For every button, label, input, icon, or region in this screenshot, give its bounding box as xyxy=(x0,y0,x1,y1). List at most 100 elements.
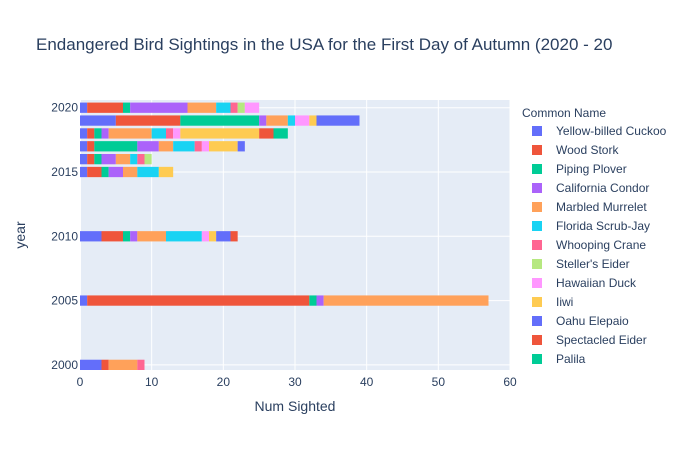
bar-segment[interactable] xyxy=(101,166,109,178)
bar-segment[interactable] xyxy=(137,154,145,165)
bar-segment[interactable] xyxy=(137,141,159,152)
bar-segment[interactable] xyxy=(201,141,209,152)
bar-segment[interactable] xyxy=(137,231,166,242)
bar-segment[interactable] xyxy=(87,295,310,306)
bar-segment[interactable] xyxy=(87,128,95,139)
bar-segment[interactable] xyxy=(187,102,217,113)
legend-label[interactable]: Iiwi xyxy=(556,295,573,309)
bar-segment[interactable] xyxy=(216,102,231,113)
bar-segment[interactable] xyxy=(101,359,109,370)
bar-segment[interactable] xyxy=(209,141,238,152)
bar-segment[interactable] xyxy=(87,141,95,152)
legend-swatch[interactable] xyxy=(532,221,542,231)
legend: Common Name Yellow-billed Cuckoo Wood Sto… xyxy=(522,106,667,366)
bar-segment[interactable] xyxy=(130,154,138,165)
legend-label[interactable]: Piping Plover xyxy=(556,162,627,176)
bar-segment[interactable] xyxy=(180,128,260,139)
legend-swatch[interactable] xyxy=(532,297,542,307)
bar-segment[interactable] xyxy=(80,128,88,139)
legend-label[interactable]: California Condor xyxy=(556,181,649,195)
legend-swatch[interactable] xyxy=(532,335,542,345)
bar-segment[interactable] xyxy=(309,295,317,306)
bar-segment[interactable] xyxy=(166,231,202,242)
bar-segment[interactable] xyxy=(101,128,109,139)
bar-segment[interactable] xyxy=(230,102,238,113)
legend-swatch[interactable] xyxy=(532,164,542,174)
bar-segment[interactable] xyxy=(94,154,102,165)
bar-segment[interactable] xyxy=(316,295,324,306)
bar-segment[interactable] xyxy=(130,102,188,113)
bar-segment[interactable] xyxy=(287,115,295,126)
bar-segment[interactable] xyxy=(115,115,181,126)
bar-segment[interactable] xyxy=(259,128,274,139)
bar-segment[interactable] xyxy=(173,141,195,152)
bar-segment[interactable] xyxy=(237,141,245,152)
bar-segment[interactable] xyxy=(137,359,145,370)
legend-label[interactable]: Oahu Elepaio xyxy=(556,314,629,328)
bar-segment[interactable] xyxy=(244,102,260,113)
bar-segment[interactable] xyxy=(87,154,95,165)
bar-segment[interactable] xyxy=(123,231,131,242)
legend-label[interactable]: Wood Stork xyxy=(556,143,619,157)
bar-segment[interactable] xyxy=(173,128,181,139)
bar-segment[interactable] xyxy=(266,115,288,126)
bar-segment[interactable] xyxy=(80,154,88,165)
legend-swatch[interactable] xyxy=(532,259,542,269)
legend-swatch[interactable] xyxy=(532,354,542,364)
bar-segment[interactable] xyxy=(166,128,174,139)
bar-segment[interactable] xyxy=(108,359,138,370)
bar-segment[interactable] xyxy=(80,102,88,113)
bar-segment[interactable] xyxy=(123,166,138,178)
bar-segment[interactable] xyxy=(158,141,174,152)
bar-segment[interactable] xyxy=(323,295,489,306)
legend-swatch[interactable] xyxy=(532,278,542,288)
legend-label[interactable]: Yellow-billed Cuckoo xyxy=(556,124,667,138)
bar-segment[interactable] xyxy=(87,166,102,178)
bar-segment[interactable] xyxy=(94,141,138,152)
legend-swatch[interactable] xyxy=(532,316,542,326)
legend-label[interactable]: Hawaiian Duck xyxy=(556,276,637,290)
bar-segment[interactable] xyxy=(80,166,88,178)
bar-segment[interactable] xyxy=(101,231,124,242)
bar-segment[interactable] xyxy=(80,141,88,152)
bar-segment[interactable] xyxy=(216,231,231,242)
bar-segment[interactable] xyxy=(80,295,88,306)
bar-segment[interactable] xyxy=(108,128,152,139)
legend-label[interactable]: Steller's Eider xyxy=(556,257,630,271)
legend-label[interactable]: Marbled Murrelet xyxy=(556,200,647,214)
bar-segment[interactable] xyxy=(209,231,217,242)
bar-segment[interactable] xyxy=(130,231,138,242)
bar-segment[interactable] xyxy=(201,231,209,242)
bar-segment[interactable] xyxy=(80,231,102,242)
bar-segment[interactable] xyxy=(94,128,102,139)
bar-segment[interactable] xyxy=(80,115,116,126)
bar-segment[interactable] xyxy=(87,102,123,113)
legend-swatch[interactable] xyxy=(532,240,542,250)
bar-segment[interactable] xyxy=(180,115,260,126)
bar-segment[interactable] xyxy=(101,154,116,165)
legend-label[interactable]: Whooping Crane xyxy=(556,238,646,252)
legend-swatch[interactable] xyxy=(532,202,542,212)
bar-segment[interactable] xyxy=(123,102,131,113)
bar-segment[interactable] xyxy=(316,115,360,126)
bar-segment[interactable] xyxy=(80,359,102,370)
legend-label[interactable]: Florida Scrub-Jay xyxy=(556,219,650,233)
legend-swatch[interactable] xyxy=(532,183,542,193)
bar-segment[interactable] xyxy=(259,115,267,126)
legend-swatch[interactable] xyxy=(532,126,542,136)
bar-segment[interactable] xyxy=(309,115,317,126)
bar-segment[interactable] xyxy=(194,141,202,152)
legend-label[interactable]: Palila xyxy=(556,352,586,366)
bar-segment[interactable] xyxy=(295,115,310,126)
bar-segment[interactable] xyxy=(144,154,152,165)
bar-segment[interactable] xyxy=(273,128,288,139)
bar-segment[interactable] xyxy=(230,231,238,242)
bar-segment[interactable] xyxy=(108,166,123,178)
legend-swatch[interactable] xyxy=(532,145,542,155)
bar-segment[interactable] xyxy=(137,166,159,178)
bar-segment[interactable] xyxy=(158,166,174,178)
legend-label[interactable]: Spectacled Eider xyxy=(556,333,647,347)
bar-segment[interactable] xyxy=(115,154,131,165)
bar-segment[interactable] xyxy=(151,128,166,139)
bar-segment[interactable] xyxy=(237,102,245,113)
